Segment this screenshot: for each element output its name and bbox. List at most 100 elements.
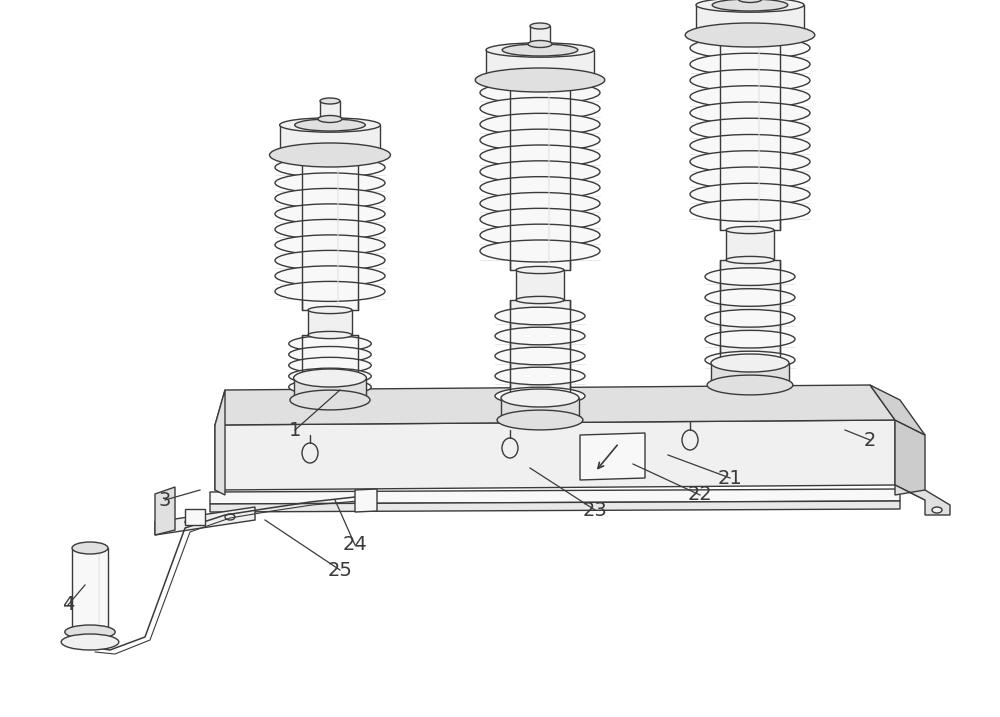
- Ellipse shape: [480, 98, 600, 120]
- Ellipse shape: [696, 0, 804, 12]
- Polygon shape: [895, 485, 950, 515]
- Polygon shape: [486, 50, 594, 80]
- Text: 1: 1: [289, 420, 301, 440]
- Polygon shape: [320, 101, 340, 119]
- Polygon shape: [530, 26, 550, 44]
- Ellipse shape: [480, 82, 600, 104]
- Ellipse shape: [480, 240, 600, 262]
- Polygon shape: [510, 300, 570, 420]
- Ellipse shape: [308, 331, 352, 338]
- Ellipse shape: [528, 40, 552, 47]
- Ellipse shape: [690, 151, 810, 173]
- Ellipse shape: [289, 357, 371, 374]
- Ellipse shape: [690, 86, 810, 108]
- Ellipse shape: [480, 145, 600, 167]
- Ellipse shape: [72, 542, 108, 554]
- Text: 4: 4: [62, 596, 74, 614]
- Ellipse shape: [275, 250, 385, 270]
- Ellipse shape: [707, 375, 793, 395]
- Ellipse shape: [480, 224, 600, 246]
- Ellipse shape: [501, 389, 579, 407]
- Ellipse shape: [690, 53, 810, 75]
- Polygon shape: [155, 487, 175, 535]
- Ellipse shape: [480, 161, 600, 183]
- Polygon shape: [516, 270, 564, 300]
- Ellipse shape: [480, 113, 600, 136]
- Ellipse shape: [480, 176, 600, 199]
- Ellipse shape: [275, 189, 385, 209]
- Ellipse shape: [495, 347, 585, 365]
- Ellipse shape: [502, 44, 578, 56]
- Ellipse shape: [275, 235, 385, 255]
- Ellipse shape: [690, 167, 810, 189]
- Ellipse shape: [516, 267, 564, 274]
- Ellipse shape: [495, 387, 585, 405]
- Ellipse shape: [225, 514, 235, 520]
- Ellipse shape: [705, 351, 795, 369]
- Ellipse shape: [690, 37, 810, 59]
- Ellipse shape: [530, 23, 550, 29]
- Ellipse shape: [690, 102, 810, 124]
- Text: 2: 2: [864, 430, 876, 450]
- Ellipse shape: [61, 634, 119, 650]
- Ellipse shape: [289, 336, 371, 351]
- Polygon shape: [696, 5, 804, 35]
- Ellipse shape: [705, 289, 795, 306]
- Ellipse shape: [308, 306, 352, 313]
- Ellipse shape: [480, 129, 600, 151]
- Ellipse shape: [705, 268, 795, 285]
- Ellipse shape: [275, 173, 385, 193]
- Text: 23: 23: [583, 500, 607, 520]
- Ellipse shape: [289, 346, 371, 363]
- Ellipse shape: [690, 184, 810, 205]
- Ellipse shape: [726, 227, 774, 234]
- Polygon shape: [302, 155, 358, 310]
- Text: 22: 22: [688, 485, 712, 505]
- Ellipse shape: [270, 143, 390, 167]
- Ellipse shape: [705, 310, 795, 327]
- Ellipse shape: [275, 281, 385, 301]
- Polygon shape: [726, 230, 774, 260]
- Ellipse shape: [275, 158, 385, 177]
- Ellipse shape: [495, 327, 585, 345]
- Ellipse shape: [726, 257, 774, 264]
- Ellipse shape: [295, 119, 365, 131]
- Ellipse shape: [289, 368, 371, 384]
- Polygon shape: [895, 420, 925, 500]
- Ellipse shape: [486, 43, 594, 57]
- Ellipse shape: [294, 369, 366, 387]
- Ellipse shape: [932, 507, 942, 513]
- Text: 3: 3: [159, 490, 171, 510]
- Ellipse shape: [275, 204, 385, 224]
- Ellipse shape: [275, 219, 385, 239]
- Polygon shape: [355, 489, 377, 512]
- Polygon shape: [294, 378, 366, 400]
- Polygon shape: [501, 398, 579, 420]
- Ellipse shape: [516, 296, 564, 303]
- Ellipse shape: [480, 192, 600, 214]
- Ellipse shape: [289, 379, 371, 395]
- Ellipse shape: [320, 98, 340, 104]
- Polygon shape: [215, 390, 225, 495]
- Polygon shape: [711, 363, 789, 385]
- Ellipse shape: [497, 410, 583, 430]
- Ellipse shape: [185, 519, 195, 525]
- Text: 24: 24: [343, 536, 367, 554]
- Ellipse shape: [712, 0, 788, 11]
- Text: 25: 25: [328, 561, 352, 579]
- Polygon shape: [510, 80, 570, 270]
- Polygon shape: [210, 501, 900, 512]
- Ellipse shape: [690, 70, 810, 92]
- Ellipse shape: [690, 135, 810, 156]
- Polygon shape: [302, 335, 358, 400]
- Ellipse shape: [475, 68, 605, 92]
- Ellipse shape: [738, 0, 762, 2]
- Ellipse shape: [495, 367, 585, 385]
- Polygon shape: [280, 125, 380, 155]
- Polygon shape: [155, 507, 255, 535]
- Text: 21: 21: [718, 468, 742, 488]
- Polygon shape: [72, 548, 108, 632]
- Ellipse shape: [495, 307, 585, 325]
- Ellipse shape: [275, 266, 385, 286]
- Polygon shape: [215, 385, 895, 425]
